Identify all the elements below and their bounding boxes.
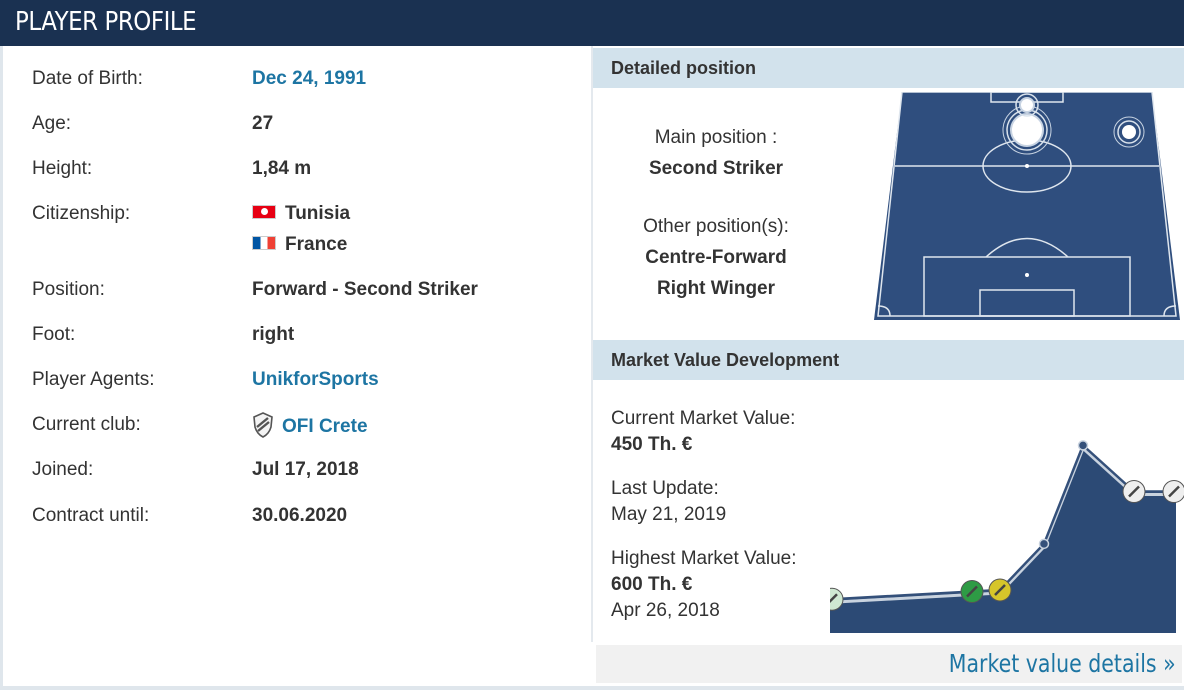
joined-value: Jul 17, 2018 [252, 459, 359, 480]
frame-left-border [0, 46, 3, 690]
country-name: France [285, 234, 348, 255]
market-value-details-link[interactable]: Market value details » [949, 649, 1176, 678]
citizenship-label: Citizenship: [32, 203, 131, 224]
flag-france-icon [252, 235, 276, 250]
club-name: OFI Crete [282, 416, 368, 438]
club-link[interactable]: OFI Crete [252, 412, 368, 440]
other-positions-label: Other position(s): [643, 216, 789, 237]
height-label: Height: [32, 158, 93, 179]
profile-header: PLAYER PROFILE [0, 0, 1184, 46]
highest-value-label: Highest Market Value: [611, 548, 797, 569]
main-position-marker [1002, 105, 1052, 155]
agents-link[interactable]: UnikforSports [252, 369, 379, 390]
other-position-marker [1113, 116, 1145, 148]
column-divider [591, 46, 593, 642]
country-name: Tunisia [285, 203, 351, 224]
position-value: Forward - Second Striker [252, 279, 478, 300]
age-label: Age: [32, 113, 72, 134]
club-crest-point[interactable] [1122, 480, 1146, 504]
market-value-title: Market Value Development [611, 350, 840, 370]
current-value-label: Current Market Value: [611, 408, 796, 429]
contract-value: 30.06.2020 [252, 505, 348, 526]
foot-value: right [252, 324, 295, 345]
contract-label: Contract until: [32, 505, 150, 526]
other-position-2: Right Winger [656, 278, 776, 299]
club-crest-point[interactable] [988, 578, 1012, 602]
position-pitch [874, 92, 1180, 320]
position-label: Position: [32, 279, 105, 300]
joined-label: Joined: [32, 459, 94, 480]
detailed-position-header: Detailed position [593, 48, 1184, 88]
other-position-marker [1015, 93, 1039, 117]
height-value: 1,84 m [252, 158, 312, 179]
header-title: PLAYER PROFILE [15, 7, 197, 37]
market-value-point[interactable] [1038, 538, 1050, 550]
club-crest-point[interactable] [960, 580, 984, 604]
club-crest-point[interactable] [830, 587, 844, 611]
market-value-header: Market Value Development [593, 340, 1184, 380]
main-position-value: Second Striker [648, 158, 784, 179]
current-value: 450 Th. € [611, 434, 693, 455]
citizenship-value-2: France [252, 234, 347, 256]
last-update-value: May 21, 2019 [611, 504, 727, 525]
dob-label: Date of Birth: [32, 68, 143, 89]
club-crest-point[interactable] [1162, 480, 1184, 504]
agents-label: Player Agents: [32, 369, 155, 390]
frame-bottom-border [0, 686, 1184, 690]
club-label: Current club: [32, 414, 141, 435]
foot-label: Foot: [32, 324, 76, 345]
age-value: 27 [252, 113, 274, 134]
detailed-position-title: Detailed position [611, 58, 757, 78]
other-position-1: Centre-Forward [645, 247, 787, 268]
market-value-point[interactable] [1077, 440, 1089, 451]
pitch-surface [874, 92, 1180, 320]
main-position-label: Main position : [654, 127, 778, 148]
last-update-label: Last Update: [611, 478, 719, 499]
citizenship-value-1: Tunisia [252, 203, 350, 225]
market-value-chart[interactable] [830, 430, 1184, 633]
dob-link[interactable]: Dec 24, 1991 [252, 68, 367, 89]
market-value-area [830, 445, 1176, 633]
club-crest-icon [253, 412, 273, 438]
highest-value-date: Apr 26, 2018 [611, 600, 720, 621]
highest-value: 600 Th. € [611, 574, 693, 595]
flag-tunisia-icon [252, 204, 276, 219]
market-value-footer: Market value details » [596, 645, 1182, 683]
